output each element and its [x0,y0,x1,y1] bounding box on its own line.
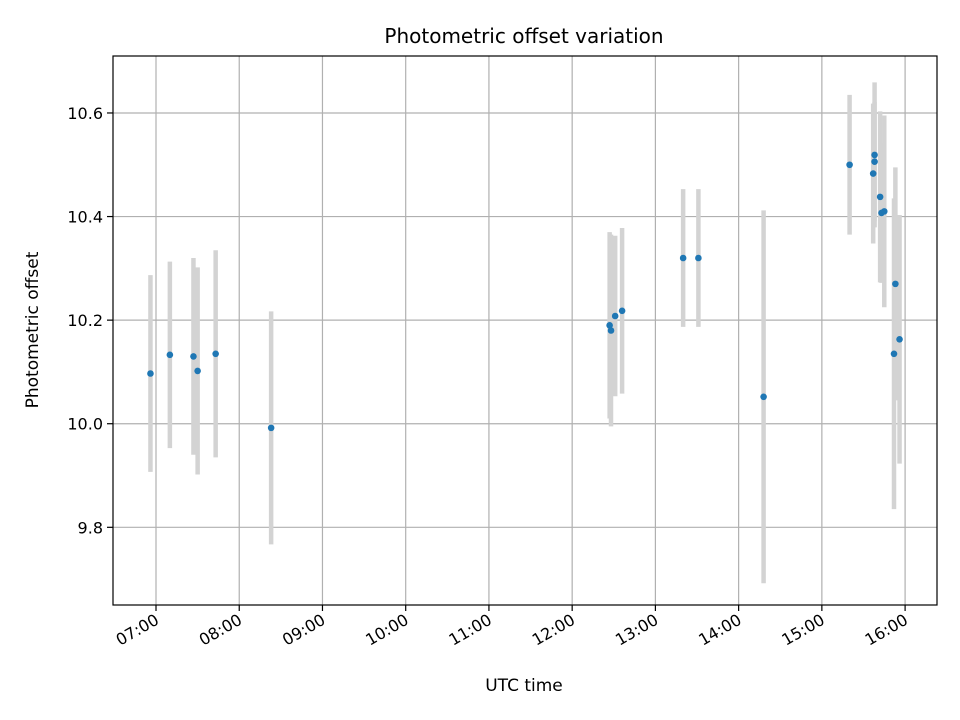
data-point [880,208,888,215]
data-point [695,254,702,262]
y-axis-ticks: 9.8 10.0 10.2 10.4 10.6 [67,104,113,537]
data-point [166,351,174,359]
y-tick-label: 10.0 [67,415,103,434]
chart-title: Photometric offset variation [384,24,663,48]
data-point [212,350,219,358]
data-point [871,151,878,159]
data-point [869,170,877,177]
y-tick-label: 9.8 [78,518,103,537]
data-points [147,151,903,432]
data-point [606,322,613,329]
data-point [618,307,626,315]
plot-frame [112,55,938,606]
data-point [679,254,687,262]
x-axis-label: UTC time [485,676,563,696]
data-point [890,350,898,358]
data-point [896,336,903,343]
data-point [607,327,615,334]
data-point [760,393,767,401]
data-point [611,312,619,320]
data-point [876,193,884,201]
y-tick-label: 10.4 [67,208,103,227]
y-tick-label: 10.2 [67,311,103,330]
data-point [147,370,154,377]
y-axis-label: Photometric offset [23,251,43,408]
y-tick-label: 10.6 [67,104,103,123]
data-point [892,280,899,288]
data-point [190,353,197,360]
data-point [267,424,275,432]
data-point [194,367,201,375]
grid-lines [113,56,937,605]
data-point [846,161,853,169]
data-point [871,158,878,165]
